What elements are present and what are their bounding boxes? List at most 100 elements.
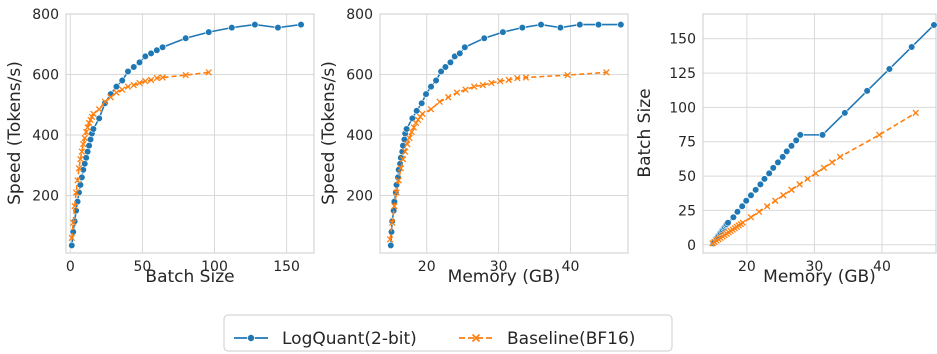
data-point xyxy=(153,46,161,54)
y-tick-label: 600 xyxy=(32,68,59,84)
data-point xyxy=(78,173,86,181)
data-point xyxy=(617,20,625,29)
legend-box xyxy=(223,314,673,352)
data-point xyxy=(496,77,504,85)
data-point xyxy=(518,24,526,32)
data-point xyxy=(747,191,755,199)
data-point xyxy=(908,43,916,51)
data-point xyxy=(418,99,426,107)
legend-label-baseline: Baseline(BF16) xyxy=(507,329,635,349)
y-tick-label: 150 xyxy=(669,32,696,48)
series-logquant xyxy=(709,21,937,247)
data-point xyxy=(159,74,166,81)
data-point xyxy=(130,63,138,71)
data-point xyxy=(112,83,121,91)
data-point xyxy=(427,83,435,91)
gridlines xyxy=(380,13,628,253)
data-point xyxy=(76,181,85,189)
data-point xyxy=(796,181,803,188)
series-line xyxy=(70,71,209,238)
data-point xyxy=(399,155,407,163)
data-point xyxy=(812,170,820,177)
data-point xyxy=(69,219,77,227)
data-point xyxy=(75,165,83,172)
data-point xyxy=(479,81,487,89)
plot-frame xyxy=(702,13,937,254)
data-point xyxy=(763,203,771,210)
data-point xyxy=(792,136,800,144)
data-point xyxy=(205,28,213,36)
data-point xyxy=(863,87,871,95)
data-point xyxy=(603,69,610,76)
x-axis-label: Batch Size xyxy=(145,267,234,287)
data-point xyxy=(724,219,732,227)
data-point xyxy=(788,186,795,194)
y-tick-label: 50 xyxy=(678,169,696,185)
data-point xyxy=(182,71,189,79)
data-point xyxy=(446,58,455,67)
data-point xyxy=(82,154,90,162)
data-point xyxy=(522,74,530,81)
data-point xyxy=(514,74,521,82)
x-tick-label: 20 xyxy=(418,259,436,275)
x-tick-label: 150 xyxy=(273,259,300,275)
data-point xyxy=(772,197,779,205)
data-point xyxy=(739,219,747,227)
data-point xyxy=(95,114,103,122)
y-tick-label: 200 xyxy=(346,189,373,205)
x-tick-label: 100 xyxy=(201,259,228,275)
data-point xyxy=(738,202,746,210)
data-point xyxy=(153,74,161,82)
data-point xyxy=(107,93,114,101)
x-tick-label: 30 xyxy=(490,259,508,275)
data-point xyxy=(841,109,849,117)
data-point xyxy=(141,52,149,60)
data-point xyxy=(729,213,737,221)
data-point xyxy=(427,106,435,113)
series-baseline xyxy=(709,109,919,247)
data-point xyxy=(419,110,426,118)
data-point xyxy=(912,109,919,117)
x-tick-label: 50 xyxy=(134,259,152,275)
x-tick-label: 30 xyxy=(806,259,824,275)
data-point xyxy=(453,89,461,96)
data-point xyxy=(760,175,769,183)
data-point xyxy=(72,189,80,196)
data-point xyxy=(820,164,828,172)
y-axis-label: Batch Size xyxy=(635,88,655,177)
data-point xyxy=(89,125,97,133)
data-point xyxy=(159,43,167,51)
data-point xyxy=(95,106,103,113)
data-point xyxy=(388,219,396,227)
y-tick-label: 800 xyxy=(346,7,373,23)
legend-label-logquant: LogQuant(2-bit) xyxy=(282,329,417,349)
data-point xyxy=(386,236,394,243)
data-point xyxy=(769,164,777,172)
data-point xyxy=(274,24,282,32)
data-point xyxy=(136,79,143,87)
data-point xyxy=(445,93,452,101)
data-point xyxy=(74,177,81,184)
data-point xyxy=(564,71,571,79)
data-point xyxy=(401,148,409,155)
data-point xyxy=(752,186,760,194)
data-point xyxy=(422,90,430,98)
y-tick-label: 25 xyxy=(678,203,696,219)
data-point xyxy=(182,34,190,42)
data-point xyxy=(756,180,765,188)
data-point xyxy=(779,153,787,161)
data-point xyxy=(410,124,418,131)
x-tick-label: 20 xyxy=(738,259,756,275)
legend-item-logquant: LogQuant(2-bit) xyxy=(234,329,417,349)
data-point xyxy=(147,49,155,57)
data-point xyxy=(765,169,773,177)
y-tick-label: 0 xyxy=(687,238,696,254)
data-point xyxy=(796,131,804,139)
chart-panel-2: 20 30 40 200 400 600 800 Memory (GB) Speed (Toke… xyxy=(319,7,629,287)
data-point xyxy=(755,208,763,216)
gridlines xyxy=(703,14,936,253)
data-point xyxy=(147,76,155,84)
data-point xyxy=(391,202,398,210)
x-tick-label: 40 xyxy=(873,259,891,275)
